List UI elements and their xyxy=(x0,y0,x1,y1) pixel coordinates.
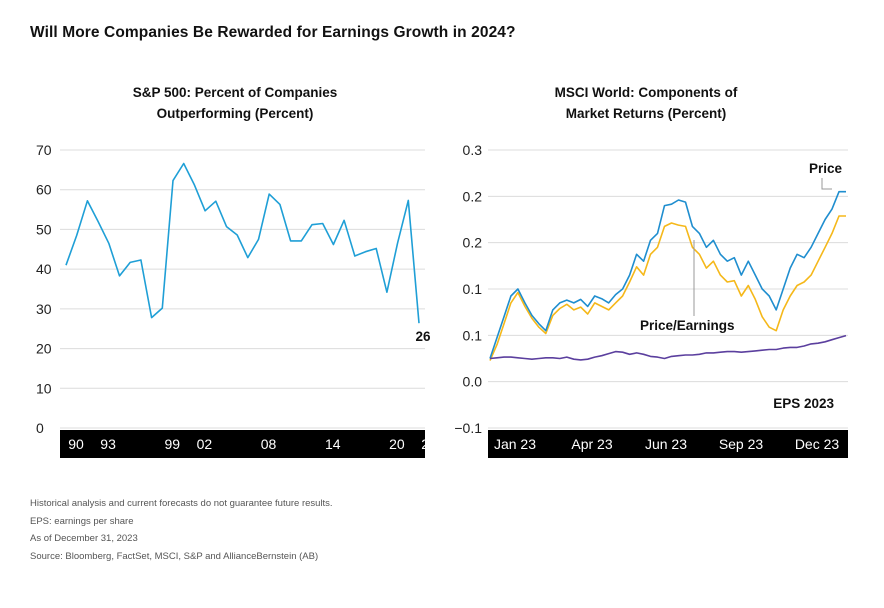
chart1-ytick-label: 50 xyxy=(36,221,52,237)
chart1-ytick-label: 60 xyxy=(36,182,52,198)
chart1-xtick-label: 90 xyxy=(68,436,84,452)
chart1-xtick-label: 08 xyxy=(261,436,277,452)
chart1-xtick-label: 93 xyxy=(100,436,116,452)
chart1-title: S&P 500: Percent of Companies Outperform… xyxy=(105,82,365,124)
chart1-xtick-label: 20 xyxy=(389,436,405,452)
footnote-disclaimer: Historical analysis and current forecast… xyxy=(30,498,333,509)
chart1-xtick-label: 14 xyxy=(325,436,341,452)
chart1-ytick-label: 70 xyxy=(36,142,52,158)
chart1-series-line xyxy=(65,162,420,324)
page-title: Will More Companies Be Rewarded for Earn… xyxy=(30,24,516,41)
chart1-ytick-label: 30 xyxy=(36,301,52,317)
chart2-title: MSCI World: Components of Market Returns… xyxy=(516,82,776,124)
footnote-source: Source: Bloomberg, FactSet, MSCI, S&P an… xyxy=(30,550,319,562)
chart1-end-label: 26 xyxy=(415,329,431,344)
chart1-ytick-label: 40 xyxy=(36,261,52,277)
chart1-xtick-label: 23 xyxy=(421,436,437,452)
footnote-date: As of December 31, 2023 xyxy=(30,533,138,544)
chart1-xaxis-band xyxy=(60,430,425,458)
chart2-title-line1: MSCI World: Components of xyxy=(554,85,738,100)
chart1-ytick-label: 0 xyxy=(36,420,44,436)
chart1-ytick-label: 20 xyxy=(36,341,52,357)
chart1-xtick-label: 99 xyxy=(164,436,180,452)
chart1-ytick-label: 10 xyxy=(36,380,52,396)
chart1-title-line1: S&P 500: Percent of Companies xyxy=(132,85,338,100)
footnotes: Historical analysis and current forecast… xyxy=(30,495,333,565)
footnote-eps: EPS: earnings per share xyxy=(30,515,134,527)
chart1-xtick-label: 02 xyxy=(197,436,213,452)
chart2-title-line2: Market Returns (Percent) xyxy=(565,106,727,121)
chart1-title-line2: Outperforming (Percent) xyxy=(156,106,314,121)
